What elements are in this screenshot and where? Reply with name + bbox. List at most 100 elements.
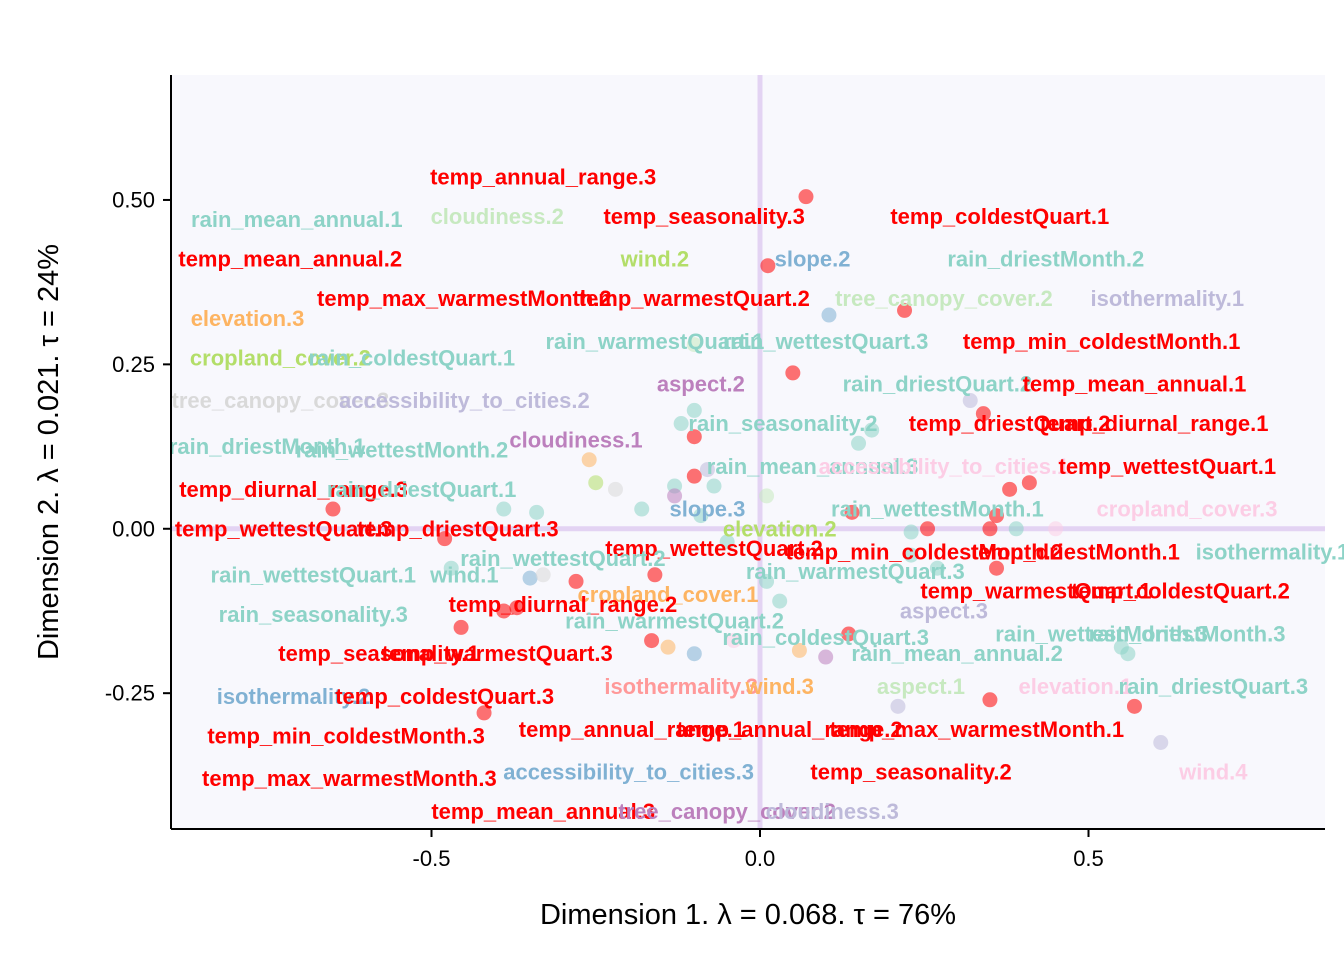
data-point	[686, 429, 702, 445]
data-point	[864, 422, 880, 438]
point-label: cropland_cover.3	[1097, 497, 1278, 522]
point-label: temp_seasonality.3	[603, 204, 804, 229]
data-point	[644, 633, 660, 649]
data-point	[1120, 646, 1136, 662]
point-label: accessibility_to_cities.3	[503, 760, 754, 785]
point-label: temp_annual_range.1	[519, 717, 745, 742]
x-tick-label: 0.5	[1073, 846, 1104, 871]
data-point	[522, 570, 538, 586]
data-point	[607, 481, 623, 497]
point-label: temp_warmestQuart.2	[579, 286, 810, 311]
data-point	[529, 504, 545, 520]
point-label: cloudiness.1	[509, 427, 642, 452]
point-label: rain_mean_annual.3	[707, 454, 919, 479]
point-label: cloudiness.2	[431, 204, 564, 229]
point-label: cropland_cover.1	[578, 582, 759, 607]
point-label: rain_wettestQuart.3	[723, 329, 928, 354]
data-point	[535, 567, 551, 583]
point-label: wind.2	[620, 247, 689, 272]
reference-lines	[172, 75, 1325, 828]
point-label: rain_coldestQuart.3	[722, 625, 929, 650]
point-label: rain_driestMonth.1	[169, 434, 366, 459]
data-point	[453, 619, 469, 635]
point-label: rain_driestQuart.3	[1119, 674, 1309, 699]
data-point	[989, 508, 1005, 524]
data-point	[660, 639, 676, 655]
data-point	[443, 560, 459, 576]
data-point	[1153, 735, 1169, 751]
data-point	[706, 478, 722, 494]
data-point	[920, 521, 936, 537]
data-point	[759, 488, 775, 504]
data-point	[929, 560, 945, 576]
point-label: temp_coldestQuart.2	[1071, 579, 1290, 604]
point-label: rain_wettestQuart.1	[211, 562, 416, 587]
data-point	[1021, 475, 1037, 491]
data-point	[693, 508, 709, 524]
point-label: cropland_cover.2	[190, 345, 371, 370]
x-tick-label: 0.0	[745, 846, 776, 871]
point-label: rain_wettestMonth.1	[831, 497, 1044, 522]
data-point	[982, 692, 998, 708]
data-point	[673, 416, 689, 432]
point-label: rain_driestQuart.1	[327, 477, 517, 502]
data-point	[581, 452, 597, 468]
data-point	[818, 649, 834, 665]
point-label: elevation.3	[191, 306, 305, 331]
point-label: accessibility_to_cities.1	[819, 454, 1070, 479]
data-point	[982, 521, 998, 537]
data-point	[686, 468, 702, 484]
points-layer	[325, 189, 1169, 751]
point-label: rain_wettestMonth.2	[296, 437, 509, 462]
data-point	[760, 258, 776, 274]
x-axis-title: Dimension 1. λ = 0.068. τ = 76%	[540, 899, 956, 931]
y-tick-label: 0.50	[112, 187, 155, 212]
point-label: temp_warmestQuart.3	[382, 641, 613, 666]
data-point	[437, 531, 453, 547]
point-label: aspect.3	[900, 598, 988, 623]
data-point	[699, 462, 715, 478]
point-label: wind.4	[1178, 760, 1248, 785]
y-axis-title: Dimension 2. λ = 0.021. τ = 24%	[33, 244, 65, 660]
point-label: tree_canopy_cover.3	[172, 388, 390, 413]
data-point	[325, 501, 341, 517]
point-label: temp_driestQuart.2	[909, 411, 1111, 436]
y-tick-label: 0.00	[112, 516, 155, 541]
point-label: tree_canopy_cover.2	[618, 799, 836, 824]
data-point	[841, 626, 857, 642]
point-label: temp_driestQuart.3	[357, 516, 559, 541]
point-label: temp_min_coldestMonth.2	[786, 539, 1063, 564]
point-label: rain_seasonality.3	[219, 602, 408, 627]
point-label: elevation.1	[1018, 674, 1132, 699]
data-point	[890, 698, 906, 714]
data-point	[798, 189, 814, 205]
point-label: rain_wettestQuart.2	[460, 546, 665, 571]
point-label: temp_mean_annual.2	[178, 247, 402, 272]
point-label: temp_seasonality.1	[278, 641, 479, 666]
point-label: temp_min_coldestMonth.1	[963, 329, 1240, 354]
data-point	[1008, 521, 1024, 537]
data-point	[667, 488, 683, 504]
data-point	[975, 406, 991, 422]
data-point	[588, 475, 604, 491]
point-label: temp_seasonality.2	[810, 760, 1011, 785]
point-label: temp_mean_annual.1	[1023, 372, 1247, 397]
data-point	[647, 567, 663, 583]
point-label: accessibility_to_cities.2	[339, 388, 590, 413]
point-label: rain_coldestQuart.1	[308, 345, 515, 370]
point-label: temp_diurnal_range.1	[1040, 411, 1269, 436]
point-label: aspect.1	[877, 674, 965, 699]
point-label: isothermality.3	[604, 674, 758, 699]
point-label: temp_max_warmestMonth.3	[202, 766, 497, 791]
point-label: temp_warmestQuart.1	[920, 579, 1151, 604]
point-label: temp_max_warmestMonth.1	[829, 717, 1124, 742]
point-label: temp_mean_annual.3	[431, 799, 655, 824]
point-label: rain_warmestQuart.3	[746, 559, 965, 584]
point-label: temp_wettestQuart.3	[175, 516, 393, 541]
y-tick-label: -0.25	[105, 681, 155, 706]
point-label: isothermality.2	[217, 684, 371, 709]
data-point	[686, 337, 702, 353]
point-label: slope.2	[775, 247, 851, 272]
data-point	[851, 435, 867, 451]
point-label: temp_coldestQuart.3	[335, 684, 554, 709]
